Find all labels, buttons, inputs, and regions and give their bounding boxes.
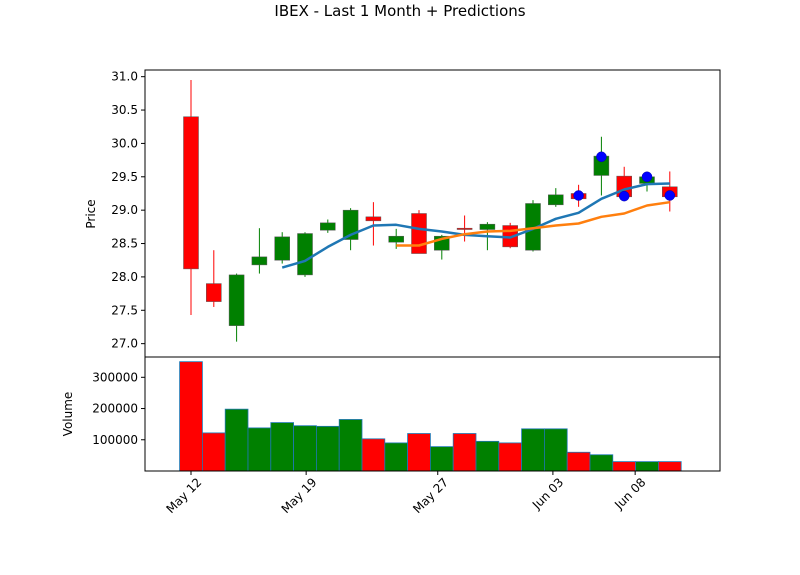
ma-long-line	[396, 200, 670, 247]
candle-body	[548, 194, 564, 206]
volume-panel: 100000 200000 300000 Volume	[61, 356, 721, 472]
volume-bar	[452, 433, 477, 472]
price-y-tick-label: 27.5	[111, 303, 138, 317]
volume-y-tick-label: 100000	[92, 433, 138, 447]
candle-body	[297, 233, 313, 276]
x-ticks: May 12 May 19 May 27 Jun 03 Jun 08	[163, 471, 649, 516]
chart-title: IBEX - Last 1 Month + Predictions	[274, 2, 525, 20]
volume-bar	[201, 432, 226, 472]
volume-bar	[635, 461, 659, 472]
volume-bar	[521, 428, 545, 472]
prediction-point	[664, 190, 676, 201]
prediction-point	[618, 190, 630, 202]
candle-body	[183, 116, 199, 270]
price-y-ticks: 27.0 27.5 28.0 28.5 29.0 29.5 30.0 30.5 31.0	[111, 70, 145, 351]
volume-bar	[293, 425, 317, 472]
volume-bar	[658, 461, 682, 472]
prediction-point	[641, 171, 653, 183]
price-axis-label: Price	[84, 199, 98, 228]
volume-bar	[338, 419, 363, 472]
volume-bar	[179, 361, 203, 472]
volume-bar	[544, 428, 568, 472]
prediction-point	[573, 190, 584, 201]
volume-bar	[407, 433, 431, 472]
candle-body	[411, 213, 427, 254]
volume-bar	[566, 451, 591, 472]
price-panel: 27.0 27.5 28.0 28.5 29.0 29.5 30.0 30.5 31.0 Pri…	[84, 69, 721, 358]
price-y-tick-label: 28.5	[111, 237, 138, 251]
volume-bar	[224, 408, 249, 472]
candle-body	[228, 274, 245, 326]
price-y-tick-label: 27.0	[111, 337, 138, 351]
volume-bar	[612, 461, 636, 472]
volume-plot-frame	[144, 356, 721, 472]
price-marks	[183, 80, 678, 342]
volume-bar	[270, 422, 294, 472]
candle-body	[320, 222, 336, 231]
volume-axis-label: Volume	[61, 392, 75, 437]
volume-y-tick-label: 200000	[92, 402, 138, 416]
candle-body	[365, 216, 382, 222]
price-y-tick-label: 29.5	[111, 170, 138, 184]
price-y-tick-label: 28.0	[111, 270, 138, 284]
volume-y-tick-label: 300000	[92, 370, 138, 384]
price-y-tick-label: 31.0	[111, 70, 138, 84]
price-y-tick-label: 29.0	[111, 203, 138, 217]
volume-bar	[429, 446, 454, 472]
volume-bar	[315, 425, 340, 472]
candle-body	[479, 223, 496, 230]
volume-bar	[361, 438, 386, 472]
volume-y-ticks: 100000 200000 300000	[92, 370, 145, 447]
x-tick-label: May 19	[279, 475, 320, 516]
ma-short-line	[281, 182, 670, 269]
x-tick-label: May 12	[163, 475, 204, 516]
price-y-tick-label: 30.0	[111, 136, 138, 150]
volume-bar	[589, 454, 614, 472]
volume-bar	[247, 427, 272, 472]
volume-bar	[475, 440, 500, 472]
volume-bar	[498, 442, 522, 472]
candle-body	[206, 283, 222, 302]
candle-body	[274, 236, 290, 261]
x-tick-label: May 27	[410, 475, 451, 516]
candle-body	[388, 235, 404, 243]
candle-body	[456, 227, 473, 230]
price-y-tick-label: 30.5	[111, 103, 138, 117]
prediction-point	[596, 151, 607, 163]
x-tick-label: Jun 03	[529, 475, 566, 512]
x-tick-label: Jun 08	[611, 475, 648, 512]
volume-bar	[384, 442, 408, 472]
candle-body	[251, 256, 268, 266]
